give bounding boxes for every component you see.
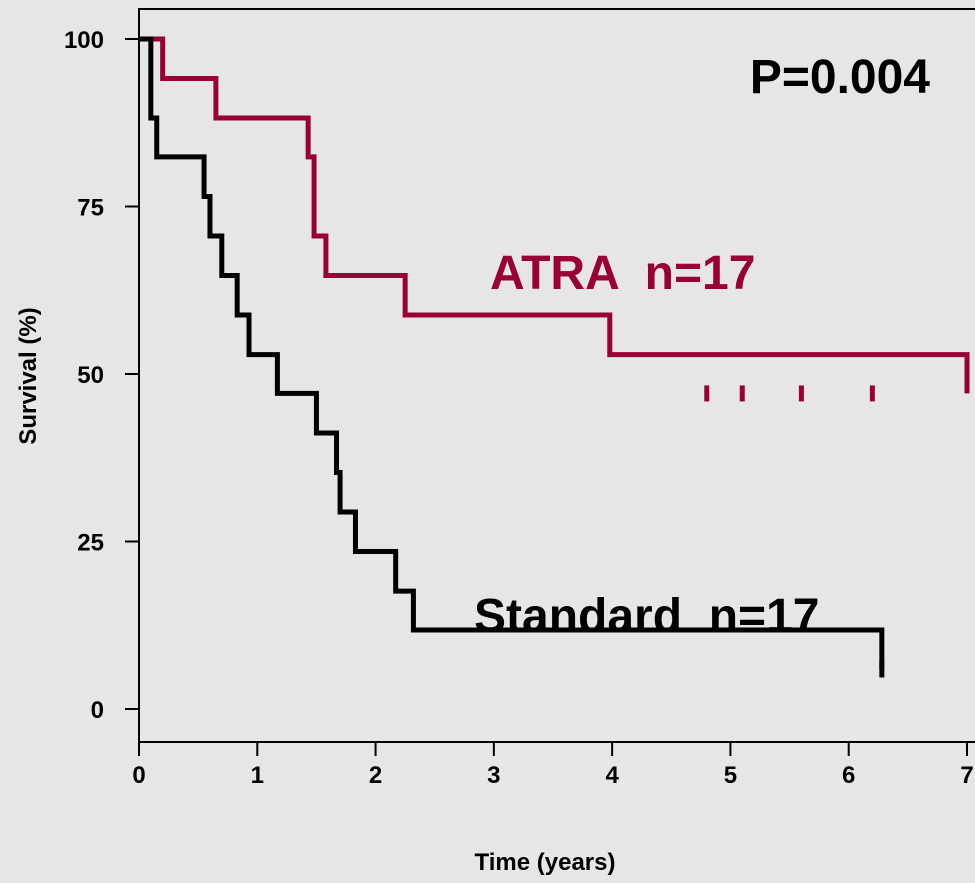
x-tick-label: 7 (960, 762, 973, 789)
standard-survival-line (139, 36, 885, 670)
atra-survival-line (139, 36, 970, 394)
x-axis-title: Time (years) (475, 849, 616, 876)
standard-label: Standard n=17 (474, 590, 819, 643)
tick-labels: 0 25 50 75 100 0 1 2 3 4 5 6 7 (64, 27, 974, 789)
y-tick-label: 50 (77, 362, 104, 389)
axes (125, 8, 975, 756)
x-tick-label: 0 (132, 762, 145, 789)
x-tick-label: 3 (487, 762, 500, 789)
atra-label: ATRA n=17 (490, 247, 755, 300)
y-axis-title: Survival (%) (15, 307, 42, 444)
y-tick-label: 25 (77, 530, 104, 557)
y-tick-label: 100 (64, 27, 104, 54)
x-tick-label: 6 (842, 762, 855, 789)
x-tick-label: 2 (369, 762, 382, 789)
x-tick-label: 1 (251, 762, 264, 789)
x-tick-label: 5 (724, 762, 737, 789)
y-tick-label: 0 (91, 697, 104, 724)
x-tick-label: 4 (605, 762, 619, 789)
series-group (139, 36, 970, 678)
y-tick-label: 75 (77, 195, 104, 222)
p-value-label: P=0.004 (750, 51, 930, 104)
